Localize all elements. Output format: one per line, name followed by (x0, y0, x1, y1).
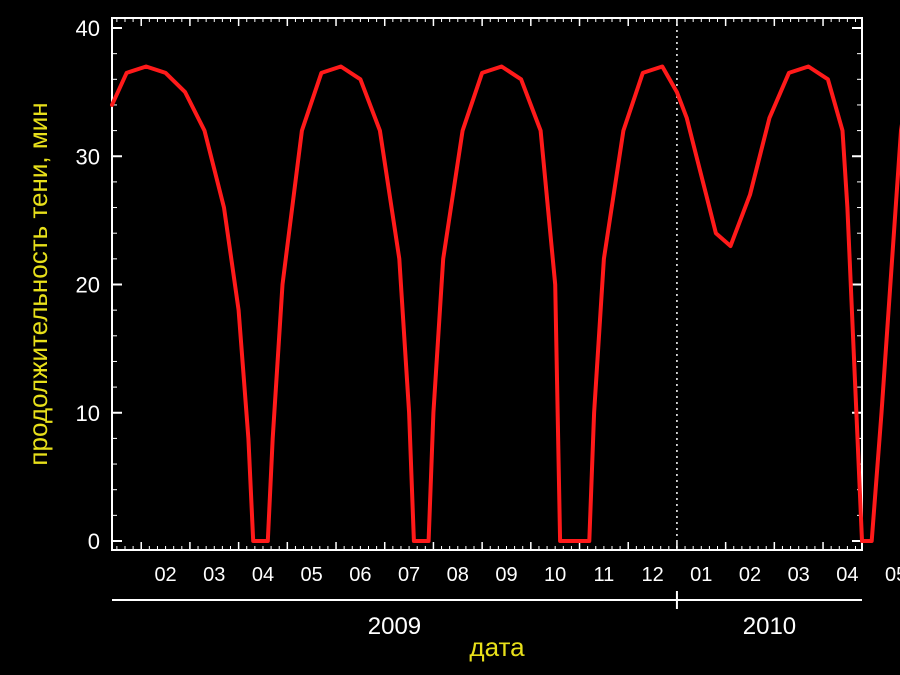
y-tick-label: 40 (76, 16, 100, 41)
x-tick-label: 04 (836, 564, 858, 586)
x-tick-label: 08 (447, 564, 469, 586)
x-tick-label: 03 (203, 564, 225, 586)
x-tick-label: 04 (252, 564, 274, 586)
y-tick-label: 30 (76, 144, 100, 169)
x-tick-label: 05 (885, 564, 900, 586)
x-tick-label: 06 (349, 564, 371, 586)
x-axis-ticks: 02 03 04 05 06 07 08 09 10 11 12 01 02 03 04 05 (116, 18, 900, 586)
plot-border (111, 17, 863, 551)
year-label: 2010 (743, 613, 796, 640)
year-axis: 2009 2010 (112, 591, 862, 640)
series-line (110, 64, 900, 543)
x-tick-label: 09 (495, 564, 517, 586)
y-tick-label: 0 (88, 529, 100, 554)
y-tick-label: 10 (76, 401, 100, 426)
year-label: 2009 (368, 613, 421, 640)
x-tick-label: 02 (739, 564, 761, 586)
x-tick-label: 12 (641, 564, 663, 586)
y-axis-ticks: 0 10 20 30 40 (76, 16, 862, 554)
x-axis-label: дата (469, 632, 525, 662)
x-tick-label: 07 (398, 564, 420, 586)
x-tick-label: 11 (594, 564, 615, 586)
y-axis-label: продолжительность тени, мин (23, 102, 53, 465)
plot-frame (111, 17, 863, 551)
y-tick-label: 20 (76, 273, 100, 298)
series-group (110, 64, 900, 543)
x-tick-label: 05 (301, 564, 323, 586)
x-tick-label: 10 (544, 564, 566, 586)
x-tick-label: 02 (154, 564, 176, 586)
x-tick-label: 01 (690, 564, 712, 586)
x-tick-label: 03 (788, 564, 810, 586)
